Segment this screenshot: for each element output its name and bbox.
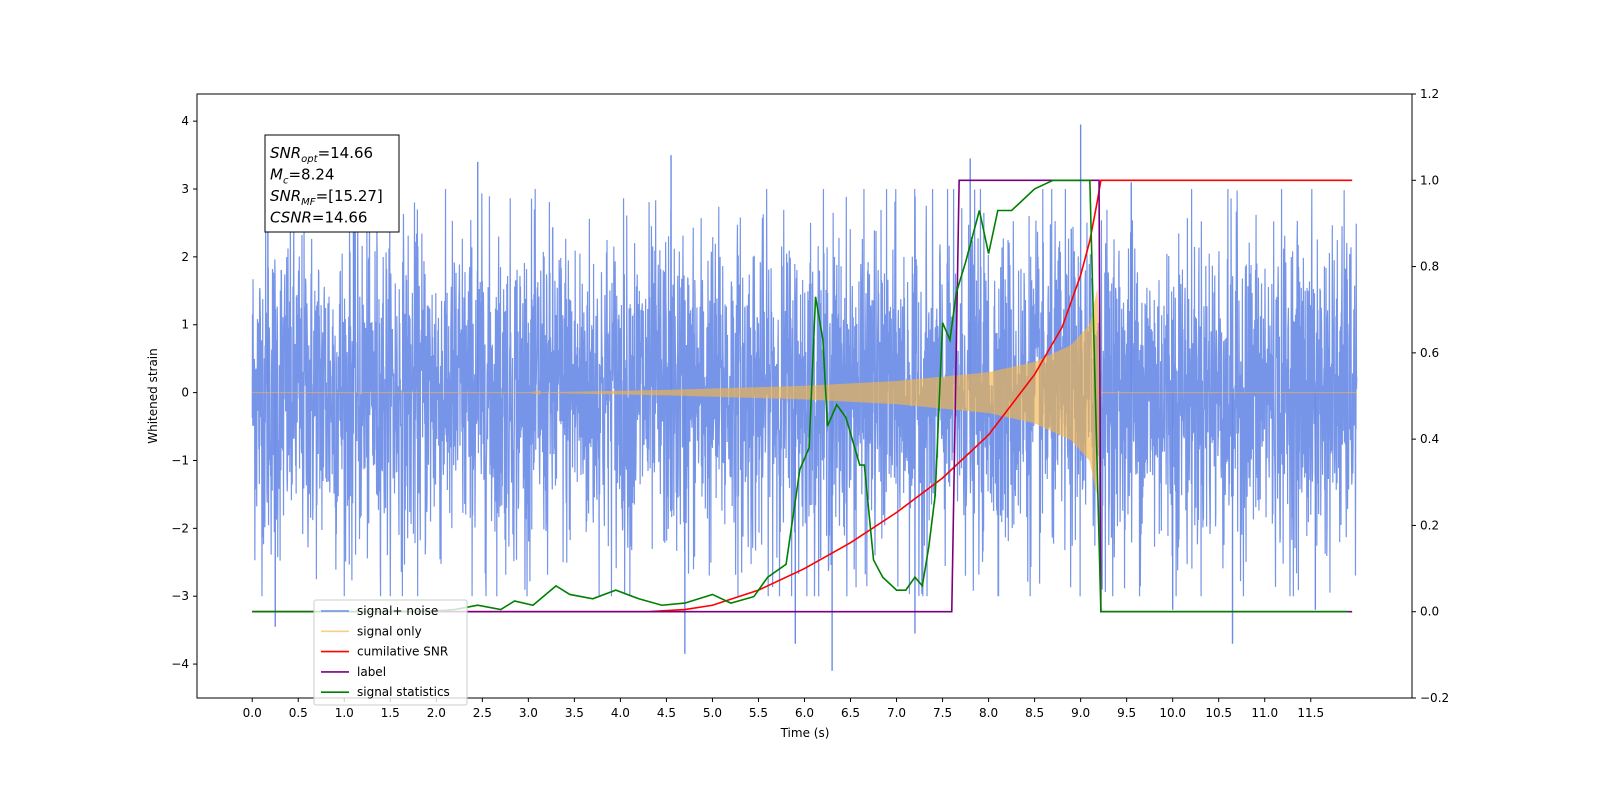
- x-tick-label: 5.0: [703, 706, 722, 720]
- y2-tick-label: 0.6: [1420, 346, 1439, 360]
- x-tick-label: 7.0: [887, 706, 906, 720]
- annotation-frame: [264, 134, 400, 233]
- y-tick-label: 2: [181, 250, 189, 264]
- y2-tick-label: 0.2: [1420, 518, 1439, 532]
- x-tick-label: 1.5: [381, 706, 400, 720]
- x-tick-label: 5.5: [749, 706, 768, 720]
- y-tick-label: −4: [171, 657, 189, 671]
- x-tick-label: 8.0: [979, 706, 998, 720]
- x-tick-label: 6.5: [841, 706, 860, 720]
- x-tick-label: 10.0: [1159, 706, 1186, 720]
- y-tick-label: 0: [181, 386, 189, 400]
- x-tick-label: 3.5: [565, 706, 584, 720]
- legend-label: cumilative SNR: [357, 645, 448, 659]
- y-tick-label: 4: [181, 114, 189, 128]
- annotation-line: Mc=8.24: [270, 166, 334, 187]
- y2-tick-label: −0.2: [1420, 691, 1449, 705]
- annotation-line: SNRopt=14.66: [270, 144, 373, 165]
- x-tick-label: 4.5: [657, 706, 676, 720]
- x-tick-label: 6.0: [795, 706, 814, 720]
- legend-item-signal-statistics: signal statistics: [321, 685, 450, 699]
- x-tick-label: 0.5: [289, 706, 308, 720]
- x-tick-label: 4.0: [611, 706, 630, 720]
- legend-label: signal statistics: [357, 685, 450, 699]
- x-tick-label: 3.0: [519, 706, 538, 720]
- x-tick-label: 2.0: [427, 706, 446, 720]
- y-tick-label: 3: [181, 182, 189, 196]
- x-tick-label: 1.0: [335, 706, 354, 720]
- x-tick-label: 11.0: [1251, 706, 1278, 720]
- x-tick-label: 11.5: [1297, 706, 1324, 720]
- legend: signal+ noise signal only cumilative SNR la…: [313, 599, 468, 706]
- legend-item-signal-noise: signal+ noise: [321, 604, 438, 618]
- legend-label: signal+ noise: [357, 604, 438, 618]
- legend-label: label: [357, 665, 386, 679]
- y-tick-label: −1: [171, 453, 189, 467]
- series-signal-only: [252, 290, 1357, 494]
- series-layer: [251, 124, 1358, 671]
- legend-label: signal only: [357, 624, 422, 638]
- y-tick-label: −3: [171, 589, 189, 603]
- x-axis: 0.0 0.5 1.0 1.5 2.0 2.5 3.0 3.5 4.0 4.5 5.0 5.5 6.0 6…: [243, 698, 1324, 720]
- y2-tick-label: 1.0: [1420, 173, 1439, 187]
- y-axis-right: −0.2 0.0 0.2 0.4 0.6 0.8 1.0 1.2: [1412, 87, 1449, 705]
- y2-tick-label: 1.2: [1420, 87, 1439, 101]
- series-cumilative-snr: [252, 179, 1353, 613]
- y-tick-label: −2: [171, 521, 189, 535]
- y2-tick-label: 0.4: [1420, 432, 1439, 446]
- x-tick-label: 8.5: [1025, 706, 1044, 720]
- x-tick-label: 0.0: [243, 706, 262, 720]
- x-tick-label: 9.5: [1117, 706, 1136, 720]
- series-signal-statistics: [252, 179, 1348, 613]
- annotation-line: CSNR=14.66: [270, 209, 367, 227]
- y-axis-label: Whitened strain: [146, 348, 160, 444]
- legend-frame: [313, 599, 468, 706]
- x-tick-label: 7.5: [933, 706, 952, 720]
- stats-annotation-box: SNRopt=14.66Mc=8.24SNRMF=[15.27]CSNR=14.…: [264, 134, 400, 233]
- x-tick-label: 2.5: [473, 706, 492, 720]
- y2-tick-label: 0.0: [1420, 605, 1439, 619]
- legend-item-cumilative-snr: cumilative SNR: [321, 645, 448, 659]
- x-tick-label: 9.0: [1071, 706, 1090, 720]
- x-axis-label: Time (s): [780, 726, 830, 740]
- y2-tick-label: 0.8: [1420, 260, 1439, 274]
- y-axis-left: −4 −3 −2 −1 0 1 2 3 4: [171, 114, 197, 671]
- x-tick-label: 10.5: [1205, 706, 1232, 720]
- legend-item-label: label: [321, 665, 386, 679]
- y-tick-label: 1: [181, 318, 189, 332]
- legend-item-signal-only: signal only: [321, 624, 422, 638]
- annotation-line: SNRMF=[15.27]: [270, 187, 383, 208]
